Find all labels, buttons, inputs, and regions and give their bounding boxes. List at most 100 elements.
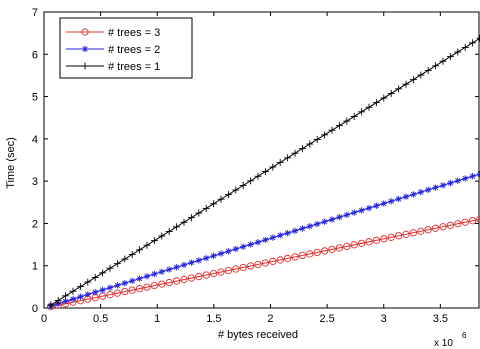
- data-point: [150, 237, 158, 245]
- y-tick-label: 6: [32, 49, 38, 61]
- data-point: [254, 238, 262, 246]
- data-point: [224, 266, 233, 275]
- data-point: [143, 273, 151, 280]
- data-point: [432, 184, 439, 191]
- data-point: [283, 254, 292, 263]
- legend-label: # trees = 2: [108, 44, 160, 56]
- data-point: [202, 271, 210, 279]
- data-point: [136, 275, 143, 282]
- data-point: [76, 283, 84, 291]
- y-tick-label: 1: [32, 261, 38, 273]
- data-point: [165, 266, 173, 273]
- series-3: [47, 34, 480, 309]
- data-point: [210, 200, 218, 208]
- data-point: [328, 126, 336, 134]
- data-point: [180, 275, 188, 284]
- data-point: [91, 273, 99, 281]
- data-point: [424, 226, 432, 234]
- data-point: [306, 250, 314, 258]
- data-point: [446, 221, 455, 229]
- legend-marker: [81, 45, 89, 53]
- data-point: [121, 255, 129, 263]
- data-point: [106, 284, 114, 291]
- data-point: [239, 243, 247, 250]
- data-point: [136, 246, 144, 254]
- data-point: [320, 247, 329, 255]
- data-point: [239, 263, 247, 272]
- data-point: [254, 260, 262, 269]
- data-point: [232, 186, 240, 194]
- x-tick-label: 3.5: [433, 313, 448, 325]
- data-point: [84, 278, 92, 286]
- data-point: [225, 248, 232, 255]
- series-layer: [47, 34, 480, 311]
- data-point: [328, 245, 336, 254]
- data-point: [461, 43, 469, 51]
- data-point: [69, 287, 77, 295]
- data-point: [417, 71, 425, 79]
- data-point: [439, 182, 447, 189]
- data-point: [262, 236, 269, 244]
- data-point: [114, 282, 121, 289]
- data-point: [276, 232, 284, 239]
- legend-entry: # trees = 1: [66, 61, 160, 73]
- data-point: [313, 135, 321, 143]
- data-point: [395, 85, 403, 93]
- data-point: [143, 283, 151, 291]
- data-point: [410, 191, 417, 198]
- data-point: [387, 89, 395, 97]
- legend: # trees = 3 # trees = 2 # trees = 1: [59, 17, 193, 79]
- data-point: [247, 241, 254, 248]
- data-point: [439, 57, 447, 65]
- data-point: [91, 289, 99, 296]
- x-multiplier-label: x 10: [434, 338, 453, 349]
- data-point: [195, 209, 203, 217]
- data-point: [217, 268, 225, 276]
- data-point: [195, 272, 203, 281]
- legend-marker: [81, 62, 89, 70]
- data-point: [254, 172, 262, 180]
- data-point: [269, 163, 277, 171]
- data-point: [202, 254, 210, 262]
- data-point: [417, 188, 424, 196]
- data-point: [373, 202, 380, 209]
- data-point: [180, 261, 188, 269]
- data-point: [424, 66, 432, 74]
- data-point: [77, 293, 84, 300]
- data-point: [202, 204, 210, 212]
- data-point: [476, 34, 480, 42]
- data-point: [372, 236, 381, 244]
- data-point: [99, 269, 107, 277]
- data-point: [224, 191, 232, 199]
- data-point: [165, 278, 173, 287]
- data-point: [158, 232, 166, 240]
- data-point: [276, 158, 284, 166]
- x-tick-label: 3: [381, 313, 387, 325]
- legend-marker: [81, 28, 89, 36]
- y-tick-label: 4: [32, 134, 38, 146]
- x-tick-label: 2: [267, 313, 273, 325]
- data-point: [350, 112, 358, 120]
- x-tick-label: 1.5: [206, 313, 221, 325]
- data-point: [269, 257, 277, 266]
- series-2: [47, 170, 480, 310]
- legend-entry: # trees = 3: [66, 27, 160, 39]
- data-point: [158, 268, 165, 275]
- data-point: [47, 301, 55, 309]
- data-point: [291, 149, 299, 157]
- x-axis-label: # bytes received: [218, 329, 298, 341]
- data-point: [372, 99, 380, 107]
- data-point: [172, 277, 181, 285]
- data-point: [402, 80, 410, 88]
- legend-entry: # trees = 2: [66, 44, 160, 56]
- data-point: [165, 227, 173, 235]
- data-point: [158, 280, 166, 288]
- data-point: [343, 117, 351, 125]
- data-point: [313, 248, 321, 257]
- data-point: [180, 218, 188, 226]
- data-point: [321, 131, 329, 139]
- data-point: [210, 252, 217, 260]
- data-point: [402, 230, 410, 238]
- data-point: [447, 179, 454, 187]
- data-point: [187, 274, 196, 282]
